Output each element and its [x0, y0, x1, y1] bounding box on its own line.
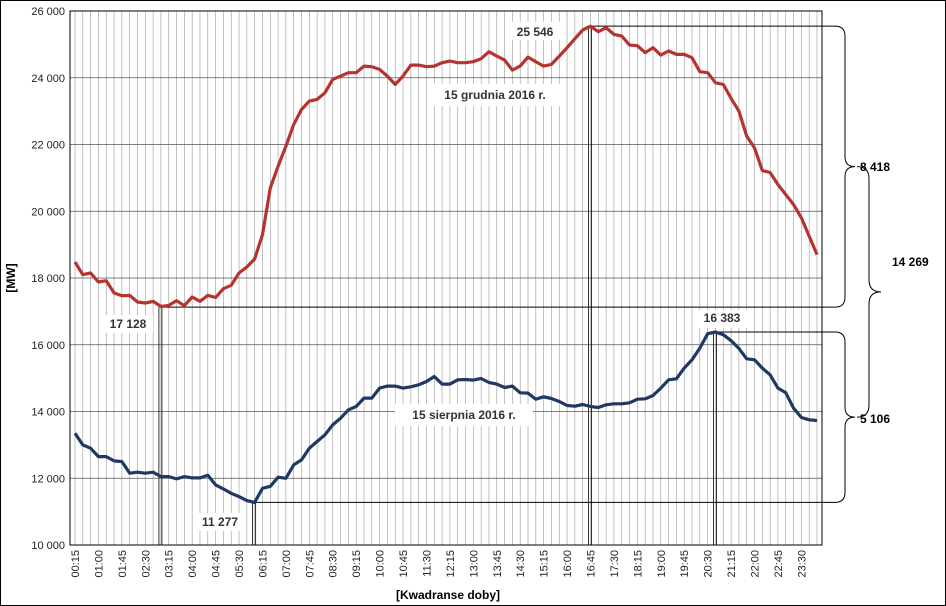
x-tick-label: 10:00 — [375, 550, 387, 578]
x-tick-label: 07:00 — [281, 550, 293, 578]
y-tick-label: 20 000 — [31, 206, 65, 218]
x-axis-title: [Kwadranse doby] — [396, 588, 500, 602]
x-tick-label: 12:15 — [445, 550, 457, 578]
x-tick-label: 02:30 — [140, 550, 152, 578]
x-tick-label: 01:00 — [93, 550, 105, 578]
x-tick-label: 22:45 — [773, 550, 785, 578]
y-axis-ticks: 10 000 12 000 14 000 16 000 18 000 20 000 22 0… — [31, 6, 65, 552]
label-max-winter: 25 546 — [517, 25, 554, 39]
guide-lines-layer — [158, 25, 835, 545]
x-tick-label: 05:30 — [234, 550, 246, 578]
label-range-summer: 5 106 — [860, 412, 890, 426]
label-min-summer: 11 277 — [202, 515, 238, 529]
x-tick-label: 15:15 — [539, 550, 551, 578]
x-tick-label: 09:15 — [351, 550, 363, 578]
x-tick-label: 06:15 — [257, 550, 269, 578]
grid-layer — [70, 10, 822, 546]
label-min-winter: 17 128 — [110, 317, 147, 331]
brace-range-total — [856, 166, 882, 418]
x-tick-label: 13:00 — [468, 550, 480, 578]
x-tick-label: 14:30 — [515, 550, 527, 578]
y-tick-label: 16 000 — [31, 340, 65, 352]
brace-range-winter — [834, 25, 856, 308]
y-tick-label: 14 000 — [31, 407, 65, 419]
brace-range-summer — [834, 331, 856, 503]
y-tick-label: 22 000 — [31, 140, 65, 152]
x-tick-label: 17:30 — [609, 550, 621, 578]
x-tick-label: 13:45 — [492, 550, 504, 578]
x-tick-label: 22:00 — [750, 550, 762, 578]
x-tick-label: 10:45 — [398, 550, 410, 578]
label-range-total: 14 269 — [892, 255, 929, 269]
label-min-summer-box: 11 277 — [195, 513, 245, 531]
series-label-winter: 15 grudnia 2016 r. — [444, 88, 545, 102]
x-tick-label: 23:30 — [796, 550, 808, 578]
series-line-winter — [73, 24, 819, 308]
y-tick-label: 26 000 — [31, 6, 65, 18]
series-line-summer — [73, 330, 818, 504]
range-braces — [834, 25, 882, 503]
x-tick-label: 04:45 — [211, 550, 223, 578]
x-tick-label: 11:30 — [421, 550, 433, 577]
label-min-winter-box: 17 128 — [103, 315, 153, 333]
y-tick-label: 18 000 — [31, 273, 65, 285]
series-label-winter-box: 15 grudnia 2016 r. — [430, 84, 560, 106]
label-max-winter-box: 25 546 — [510, 22, 560, 40]
x-tick-label: 16:45 — [585, 550, 597, 578]
x-tick-label: 00:15 — [70, 550, 82, 578]
x-tick-label: 16:00 — [562, 550, 574, 578]
label-range-winter: 8 418 — [860, 160, 890, 174]
y-tick-label: 24 000 — [31, 73, 65, 85]
series-label-summer: 15 sierpnia 2016 r. — [412, 408, 515, 422]
x-tick-label: 21:15 — [726, 550, 738, 578]
series-layer — [73, 24, 819, 504]
x-axis-ticks: 00:15 01:00 01:45 02:30 03:15 04:00 04:45 05:30… — [70, 550, 808, 578]
y-tick-label: 10 000 — [31, 540, 65, 552]
plot-area-frame — [69, 10, 823, 546]
y-tick-label: 12 000 — [31, 473, 65, 485]
x-tick-label: 01:45 — [117, 550, 129, 578]
x-tick-label: 19:45 — [679, 550, 691, 578]
series-label-summer-box: 15 sierpnia 2016 r. — [395, 404, 533, 426]
label-max-summer: 16 383 — [704, 311, 741, 325]
x-tick-label: 08:30 — [328, 550, 340, 578]
label-max-summer-box: 16 383 — [697, 310, 747, 328]
x-tick-label: 03:15 — [164, 550, 176, 578]
x-tick-label: 20:30 — [703, 550, 715, 578]
x-tick-label: 07:45 — [304, 550, 316, 578]
y-axis-title: [MW] — [4, 263, 18, 292]
x-tick-label: 18:15 — [632, 550, 644, 578]
x-tick-label: 19:00 — [656, 550, 668, 578]
x-tick-label: 04:00 — [187, 550, 199, 578]
